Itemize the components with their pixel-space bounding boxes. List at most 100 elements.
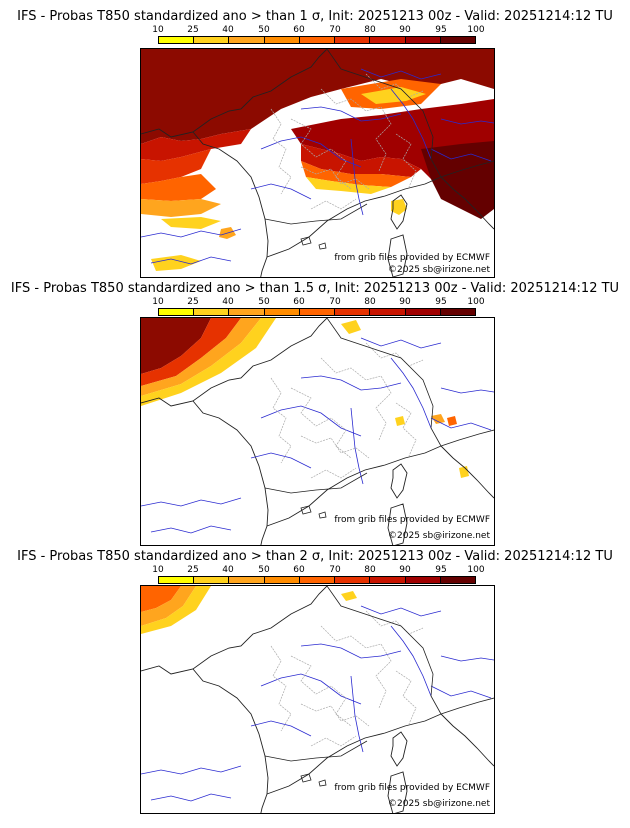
colorbar-tick: 40 <box>222 297 234 307</box>
prob-field <box>161 217 221 229</box>
probability-map: from grib files provided by ECMWF ©2025 … <box>140 585 495 814</box>
colorbar-ticks: 10 25 40 50 60 70 80 90 95 100 <box>152 297 484 307</box>
colorbar-swatch <box>405 309 441 315</box>
colorbar-tick: 80 <box>364 565 376 575</box>
prob-field <box>447 416 457 426</box>
prob-field <box>151 255 201 271</box>
colorbar: 10 25 40 50 60 70 80 90 95 100 <box>152 565 485 587</box>
colorbar-bar <box>158 308 476 316</box>
colorbar-swatch <box>299 577 336 583</box>
colorbar-swatch <box>440 37 475 43</box>
colorbar-swatch <box>229 309 265 315</box>
colorbar-tick: 25 <box>187 565 199 575</box>
colorbar-swatch <box>159 37 195 43</box>
colorbar-tick: 10 <box>152 25 164 35</box>
prob-field <box>301 144 421 177</box>
panel-title: IFS - Probas T850 standardized ano > tha… <box>17 9 613 24</box>
map-graphic <box>141 49 494 277</box>
probability-map: from grib files provided by ECMWF ©2025 … <box>140 48 495 278</box>
prob-field <box>341 591 357 601</box>
colorbar-ticks: 10 25 40 50 60 70 80 90 95 100 <box>152 565 484 575</box>
colorbar-tick: 70 <box>329 25 341 35</box>
prob-field <box>141 318 276 406</box>
colorbar-tick: 70 <box>329 297 341 307</box>
colorbar-swatch <box>370 577 406 583</box>
colorbar-tick: 40 <box>222 565 234 575</box>
colorbar-swatch <box>299 37 336 43</box>
colorbar-tick: 80 <box>364 25 376 35</box>
copyright: ©2025 sb@irizone.net <box>388 799 490 809</box>
copyright: ©2025 sb@irizone.net <box>388 265 490 275</box>
prob-field <box>459 466 469 478</box>
copyright: ©2025 sb@irizone.net <box>388 531 490 541</box>
colorbar-swatch <box>229 37 265 43</box>
prob-field <box>431 414 445 424</box>
colorbar-swatch <box>194 577 230 583</box>
colorbar-swatch <box>159 577 195 583</box>
colorbar-tick: 95 <box>435 297 447 307</box>
colorbar-bar <box>158 576 476 584</box>
prob-field <box>141 586 196 626</box>
prob-field <box>141 149 211 184</box>
colorbar-tick: 80 <box>364 297 376 307</box>
colorbar-tick: 50 <box>258 297 270 307</box>
colorbar-swatch <box>440 309 475 315</box>
colorbar-tick: 95 <box>435 25 447 35</box>
prob-field <box>141 586 181 612</box>
colorbar-swatch <box>370 309 406 315</box>
colorbar-swatch <box>194 37 230 43</box>
colorbar-tick: 100 <box>467 25 485 35</box>
colorbar-swatch <box>159 309 195 315</box>
colorbar-tick: 25 <box>187 297 199 307</box>
colorbar-tick: 40 <box>222 25 234 35</box>
colorbar-swatch <box>299 309 336 315</box>
prob-field <box>306 177 391 194</box>
prob-field <box>391 199 407 215</box>
prob-field <box>395 416 405 426</box>
colorbar-tick: 100 <box>467 565 485 575</box>
prob-field <box>141 174 216 201</box>
colorbar-tick: 100 <box>467 297 485 307</box>
source-credit: from grib files provided by ECMWF <box>334 515 490 525</box>
colorbar-tick: 60 <box>293 25 305 35</box>
prob-field <box>141 586 211 634</box>
prob-field <box>421 141 494 219</box>
prob-field <box>301 161 411 187</box>
colorbar-swatch <box>370 37 406 43</box>
geography <box>141 586 494 813</box>
colorbar-tick: 90 <box>399 25 411 35</box>
colorbar-tick: 60 <box>293 565 305 575</box>
probability-map: from grib files provided by ECMWF ©2025 … <box>140 317 495 546</box>
prob-field <box>141 318 241 386</box>
prob-field <box>141 199 221 217</box>
map-graphic <box>141 586 494 813</box>
prob-field <box>141 129 251 161</box>
colorbar-tick: 60 <box>293 297 305 307</box>
colorbar-tick: 10 <box>152 297 164 307</box>
map-graphic <box>141 318 494 545</box>
colorbar-tick: 25 <box>187 25 199 35</box>
colorbar-bar <box>158 36 476 44</box>
source-credit: from grib files provided by ECMWF <box>334 783 490 793</box>
colorbar-swatch <box>264 309 300 315</box>
colorbar-tick: 95 <box>435 565 447 575</box>
prob-field <box>361 87 426 104</box>
colorbar-swatch <box>264 577 300 583</box>
colorbar-swatch <box>405 577 441 583</box>
colorbar-tick: 50 <box>258 565 270 575</box>
prob-field <box>141 318 261 396</box>
panel-title: IFS - Probas T850 standardized ano > tha… <box>10 281 620 296</box>
colorbar-swatch <box>194 309 230 315</box>
colorbar-swatch <box>335 577 371 583</box>
colorbar-tick: 50 <box>258 25 270 35</box>
colorbar-swatch <box>405 37 441 43</box>
colorbar-tick: 70 <box>329 565 341 575</box>
prob-field <box>341 320 361 334</box>
colorbar-swatch <box>335 37 371 43</box>
panel-title: IFS - Probas T850 standardized ano > tha… <box>17 549 613 564</box>
colorbar-tick: 10 <box>152 565 164 575</box>
colorbar-swatch <box>229 577 265 583</box>
colorbar: 10 25 40 50 60 70 80 90 95 100 <box>152 297 485 319</box>
colorbar-tick: 90 <box>399 565 411 575</box>
colorbar: 10 25 40 50 60 70 80 90 95 100 <box>152 25 485 47</box>
